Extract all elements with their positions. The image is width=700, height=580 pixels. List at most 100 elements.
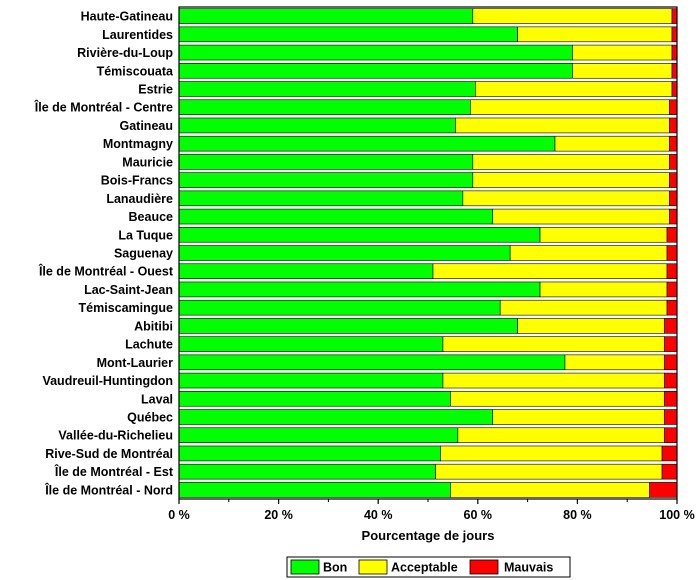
bar-mauvais-14 — [666, 263, 678, 279]
bar-acceptable-26 — [450, 482, 650, 498]
category-label: Île de Montréal - Centre — [34, 100, 173, 115]
bar-bon-11 — [178, 208, 494, 225]
bar-acceptable-12 — [539, 227, 668, 243]
bar-bon-13 — [178, 245, 511, 261]
category-label: Vaudreuil-Huntingdon — [42, 374, 173, 388]
category-label: Laurentides — [102, 28, 173, 42]
bar-mauvais-6 — [669, 117, 678, 134]
category-label: Lachute — [125, 338, 173, 352]
bar-mauvais-0 — [671, 8, 678, 24]
bar-mauvais-20 — [664, 372, 678, 389]
bar-bon-12 — [178, 227, 541, 243]
bar-mauvais-5 — [669, 99, 678, 115]
bar-acceptable-3 — [572, 63, 673, 79]
bar-mauvais-4 — [671, 81, 678, 97]
bar-bon-14 — [178, 263, 434, 279]
bar-mauvais-9 — [669, 172, 678, 188]
bar-bon-0 — [178, 8, 474, 24]
bar-acceptable-11 — [492, 208, 670, 225]
bar-mauvais-12 — [666, 227, 678, 243]
bar-bon-3 — [178, 63, 573, 79]
bar-acceptable-9 — [472, 172, 670, 188]
bar-bon-4 — [178, 81, 476, 97]
x-tick-label: 40 % — [364, 508, 393, 522]
bar-acceptable-6 — [455, 117, 670, 134]
category-label: Beauce — [129, 210, 174, 224]
bar-bon-17 — [178, 318, 518, 334]
bar-bon-21 — [178, 391, 451, 407]
bar-acceptable-20 — [442, 372, 665, 389]
x-tick-label: 0 % — [168, 508, 190, 522]
bar-bon-6 — [178, 117, 456, 134]
bar-mauvais-11 — [669, 208, 678, 225]
x-tick-label: 100 % — [659, 508, 694, 522]
bar-bon-18 — [178, 336, 444, 352]
bar-bon-24 — [178, 445, 441, 462]
bar-acceptable-0 — [472, 8, 673, 24]
bar-bon-5 — [178, 99, 471, 115]
x-axis-ticks: 0 % 20 % 40 % 60 % 80 % 100 % — [168, 499, 695, 522]
category-label: Bois-Francs — [101, 174, 173, 188]
bar-bon-7 — [178, 135, 556, 152]
bar-bon-10 — [178, 190, 464, 207]
bar-mauvais-25 — [661, 463, 678, 480]
category-label: Île de Montréal - Est — [54, 464, 174, 479]
category-label: Saguenay — [114, 247, 173, 261]
category-label: Gatineau — [120, 119, 174, 133]
legend-label-bon: Bon — [323, 561, 347, 575]
bar-bon-20 — [178, 372, 444, 389]
bar-acceptable-17 — [517, 318, 665, 334]
category-label: Mauricie — [122, 155, 173, 169]
bar-bon-9 — [178, 172, 474, 188]
bar-mauvais-16 — [666, 299, 678, 316]
bar-acceptable-13 — [509, 245, 668, 261]
bar-acceptable-16 — [499, 299, 668, 316]
category-label: Lac-Saint-Jean — [84, 283, 173, 297]
bar-bon-25 — [178, 463, 436, 480]
category-label: La Tuque — [118, 228, 173, 242]
category-label: Lanaudière — [106, 192, 173, 206]
category-label: Montmagny — [103, 137, 173, 151]
bar-acceptable-22 — [492, 409, 665, 425]
bar-acceptable-14 — [432, 263, 668, 279]
bar-bon-22 — [178, 409, 494, 425]
category-label: Haute-Gatineau — [81, 10, 173, 24]
bar-acceptable-19 — [564, 354, 665, 371]
bar-mauvais-13 — [666, 245, 678, 261]
category-label: Île de Montréal - Ouest — [38, 264, 174, 279]
legend-swatch-acceptable — [358, 559, 388, 575]
x-tick-label: 60 % — [464, 508, 493, 522]
bar-mauvais-8 — [669, 154, 678, 170]
bar-acceptable-10 — [462, 190, 670, 207]
category-label: Vallée-du-Richelieu — [58, 429, 173, 443]
bar-bon-23 — [178, 427, 459, 443]
category-label: Île de Montréal - Nord — [44, 482, 173, 497]
category-labels: Haute-Gatineau Laurentides Rivière-du-Loup… — [34, 10, 174, 498]
bar-acceptable-1 — [517, 26, 673, 43]
category-label: Estrie — [138, 83, 173, 97]
bar-mauvais-2 — [671, 44, 678, 61]
bar-mauvais-1 — [671, 26, 678, 43]
bar-mauvais-19 — [664, 354, 678, 371]
bar-mauvais-3 — [671, 63, 678, 79]
x-tick-label: 20 % — [264, 508, 293, 522]
legend-box — [286, 556, 571, 578]
category-label: Mont-Laurier — [97, 356, 174, 370]
category-label: Abitibi — [134, 319, 173, 333]
bar-acceptable-5 — [470, 99, 670, 115]
bar-acceptable-8 — [472, 154, 670, 170]
category-label: Québec — [127, 411, 173, 425]
legend-label-mauvais: Mauvais — [504, 561, 553, 575]
bar-bon-15 — [178, 281, 541, 298]
bar-acceptable-7 — [554, 135, 670, 152]
category-label: Rive-Sud de Montréal — [45, 447, 173, 461]
x-axis-title: Pourcentage de jours — [362, 528, 495, 543]
bar-acceptable-4 — [475, 81, 673, 97]
x-tick-label: 80 % — [563, 508, 592, 522]
bar-mauvais-17 — [664, 318, 678, 334]
bar-mauvais-7 — [669, 135, 678, 152]
bar-bon-26 — [178, 482, 451, 498]
bar-mauvais-24 — [661, 445, 678, 462]
bar-bon-1 — [178, 26, 518, 43]
